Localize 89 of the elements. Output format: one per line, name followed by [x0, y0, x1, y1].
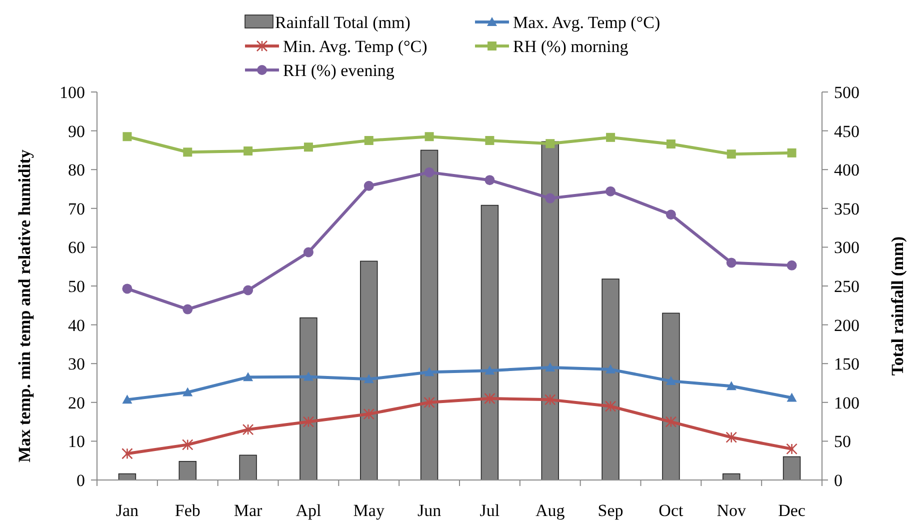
- y-tick-label: 100: [60, 82, 85, 102]
- point: [606, 186, 616, 196]
- y2-tick-label: 300: [834, 238, 860, 258]
- y2-tick-label: 500: [834, 82, 860, 102]
- point: [606, 132, 616, 142]
- y2-axis-title: Total rainfall (mm): [888, 236, 907, 376]
- y2-tick-label: 100: [834, 393, 860, 412]
- point: [606, 364, 616, 374]
- x-tick-label: Jan: [116, 501, 140, 520]
- y-tick-label: 20: [68, 393, 85, 412]
- y-tick-label: 80: [68, 160, 85, 180]
- y-tick-label: 60: [68, 238, 85, 258]
- point: [182, 387, 193, 396]
- x-tick-label: Jul: [480, 501, 500, 520]
- point: [787, 148, 796, 158]
- point: [665, 416, 677, 428]
- point: [122, 448, 133, 460]
- y2-tick-label: 50: [834, 432, 851, 452]
- x-tick-label: May: [353, 501, 385, 520]
- y-tick-label: 10: [68, 432, 85, 452]
- point: [182, 304, 193, 314]
- point: [484, 366, 495, 375]
- point: [122, 284, 132, 294]
- point: [243, 285, 254, 296]
- y-tick-label: 90: [68, 122, 85, 141]
- point: [786, 392, 797, 402]
- point: [484, 175, 495, 186]
- point: [424, 167, 434, 178]
- point: [302, 416, 314, 428]
- point: [424, 367, 434, 376]
- y-tick-label: 40: [68, 316, 85, 335]
- x-tick-label: Aug: [535, 501, 566, 520]
- point: [484, 392, 496, 404]
- point: [726, 432, 738, 443]
- y2-tick-label: 450: [834, 122, 860, 141]
- x-tick-label: Apl: [296, 501, 322, 520]
- x-tick-label: Dec: [778, 501, 806, 520]
- point: [122, 394, 132, 404]
- y2-tick-label: 0: [834, 470, 842, 490]
- point: [363, 408, 375, 420]
- point: [182, 439, 194, 450]
- x-tick-label: Oct: [658, 501, 684, 520]
- x-tick-label: Jun: [417, 501, 442, 520]
- legend-label: RH (%) evening: [283, 60, 395, 80]
- legend-label: Rainfall Total (mm): [275, 12, 410, 32]
- point: [303, 247, 314, 258]
- legend-label: RH (%) morning: [513, 36, 629, 56]
- legend-label: Min. Avg. Temp (°C): [283, 36, 428, 56]
- point: [242, 424, 254, 436]
- y2-tick-label: 250: [834, 276, 860, 296]
- y2-tick-label: 350: [834, 199, 860, 218]
- point: [122, 132, 132, 142]
- y2-tick-label: 150: [834, 354, 860, 374]
- point: [726, 150, 736, 159]
- point: [243, 372, 254, 382]
- point: [604, 400, 616, 412]
- y-axis-title: Max temp. min temp and relative humidity: [15, 149, 34, 462]
- x-tick-label: Feb: [174, 501, 200, 520]
- point: [545, 193, 556, 204]
- legend-label: Max. Avg. Temp (°C): [513, 12, 660, 32]
- x-tick-label: Nov: [716, 501, 747, 520]
- y-tick-label: 0: [76, 470, 85, 490]
- y-tick-label: 50: [68, 276, 85, 296]
- point: [183, 148, 192, 157]
- point: [364, 136, 374, 145]
- point: [424, 132, 434, 142]
- y2-tick-label: 400: [834, 160, 860, 180]
- point: [424, 396, 435, 408]
- point: [666, 210, 676, 220]
- point: [364, 180, 374, 191]
- y2-tick-label: 200: [834, 316, 860, 335]
- y-tick-label: 70: [68, 199, 85, 218]
- point: [485, 136, 494, 145]
- point: [726, 381, 736, 390]
- y-tick-label: 30: [68, 354, 85, 374]
- point: [544, 394, 556, 406]
- point: [726, 258, 736, 268]
- point: [786, 443, 798, 455]
- point: [666, 376, 676, 386]
- point: [666, 139, 676, 148]
- point: [304, 142, 313, 152]
- x-tick-label: Mar: [234, 501, 263, 520]
- x-tick-label: Sep: [598, 501, 624, 520]
- point: [303, 372, 314, 381]
- point: [545, 362, 556, 372]
- point: [364, 374, 374, 384]
- point: [786, 260, 797, 270]
- point: [244, 146, 253, 156]
- point: [546, 139, 555, 148]
